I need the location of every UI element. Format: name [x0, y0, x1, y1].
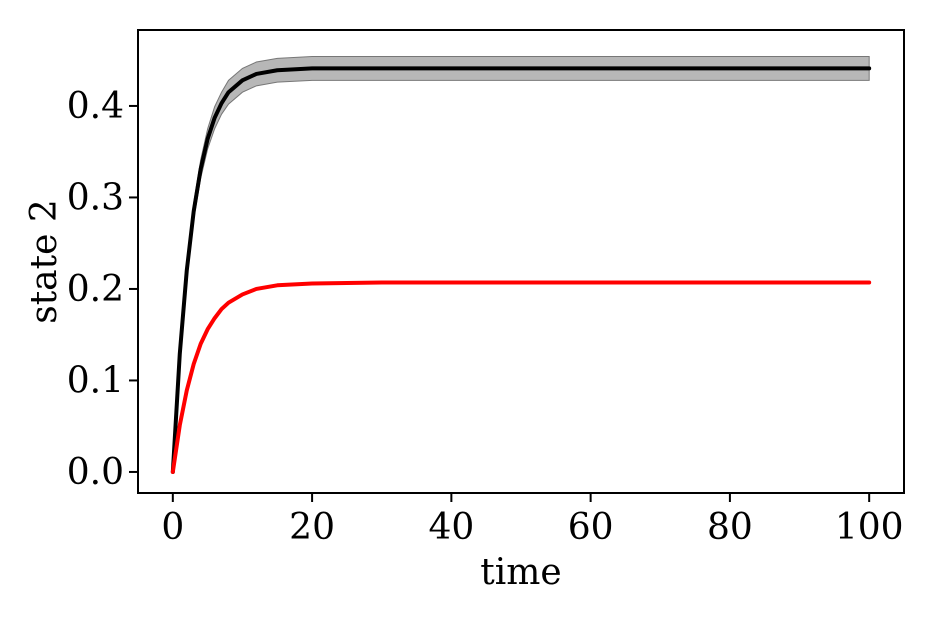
- x-tick-label: 40: [428, 507, 474, 548]
- y-tick-label: 0.2: [67, 269, 124, 310]
- y-axis-label: state 2: [24, 199, 65, 324]
- y-tick-label: 0.1: [67, 360, 124, 401]
- x-tick-label: 100: [835, 507, 904, 548]
- plot-area: [170, 56, 872, 474]
- series-0-confidence-band: [172, 56, 870, 472]
- series-1-line: [170, 280, 872, 474]
- x-tick-label: 60: [568, 507, 614, 548]
- x-tick-label: 80: [707, 507, 753, 548]
- y-tick-label: 0.4: [67, 86, 124, 127]
- x-axis-label: time: [480, 552, 561, 593]
- y-tick-label: 0.3: [67, 177, 124, 218]
- axis-ticks: 0 20 40 60 80 100 0.0 0.1 0.2 0.3 0.4: [67, 86, 904, 548]
- x-tick-label: 20: [289, 507, 335, 548]
- axes-frame: [137, 29, 905, 494]
- x-tick-label: 0: [161, 507, 184, 548]
- y-tick-label: 0.0: [67, 452, 124, 493]
- series-0-line: [170, 66, 872, 474]
